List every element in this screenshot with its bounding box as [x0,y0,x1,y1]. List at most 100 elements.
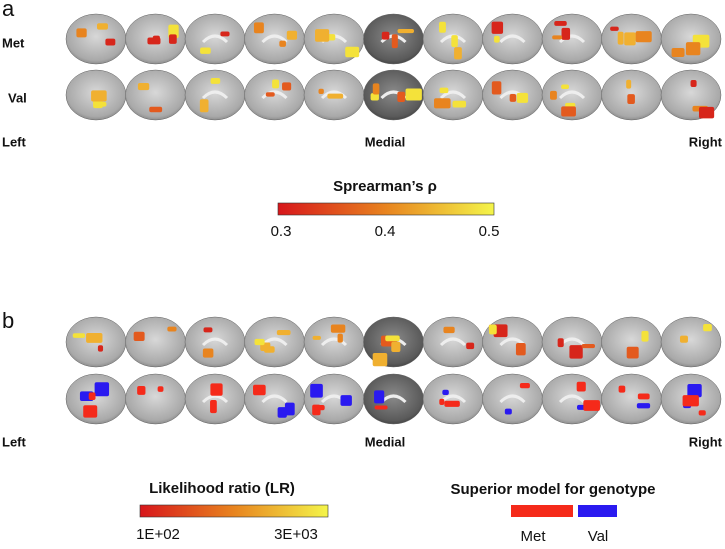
brain-slice [422,69,484,121]
activation-blob [372,83,380,95]
activation-blob [703,324,712,332]
orientation-label: Medial [365,434,405,449]
orientation-label: Right [689,134,723,149]
activation-blob [340,395,352,406]
activation-blob [265,92,275,97]
activation-blob [253,384,266,396]
activation-blob [451,35,458,48]
activation-blob [682,395,699,407]
activation-blob [561,84,570,89]
activation-blob [466,342,475,350]
brain-slice [541,373,603,425]
activation-blob [337,333,343,343]
activation-blob [318,88,324,94]
activation-blob [345,46,360,58]
activation-blob [286,30,298,40]
activation-blob [581,343,596,349]
brain-slice [660,316,722,368]
activation-blob [504,408,512,415]
activation-blob [698,410,706,416]
legend-swatch [578,505,617,517]
activation-blob [83,405,98,418]
activation-blob [554,21,567,26]
activation-blob [636,403,651,409]
activation-blob [137,83,150,91]
activation-blob [698,106,715,119]
activation-blob [391,341,401,353]
activation-blob [147,37,161,45]
colorbar [139,504,329,518]
brain-slice [422,373,484,425]
corpus-callosum [439,337,467,347]
brain-slice [541,13,603,65]
activation-blob [315,29,330,42]
brain-slice [184,69,246,121]
activation-blob [489,324,497,335]
corpus-callosum [499,394,526,404]
activation-blob [397,91,406,103]
brain-slice [541,316,603,368]
brain-slice [125,373,186,425]
activation-blob [310,383,323,398]
colorbar-tick: 0.5 [479,223,500,240]
colorbar-title: Sprearman’s ρ [333,178,437,195]
activation-blob [442,389,449,395]
colorbar [277,202,495,216]
panel-label: a [2,0,15,21]
activation-blob [516,92,529,103]
activation-blob [381,31,390,40]
activation-blob [199,99,209,113]
brain-slice [482,373,543,425]
activation-blob [439,87,449,94]
corpus-callosum [201,337,229,347]
activation-blob [276,330,291,336]
brain-slice [601,316,662,368]
activation-blob [576,381,586,392]
activation-blob [157,386,164,392]
activation-blob [97,345,104,352]
legend-label: Met [520,528,546,544]
brain-slice [482,316,543,368]
activation-blob [552,35,563,40]
activation-blob [405,88,422,101]
activation-blob [167,326,177,332]
activation-blob [454,47,462,60]
colorbar-title: Likelihood ratio (LR) [149,480,295,497]
activation-blob [88,392,96,400]
activation-blob [282,82,292,91]
colorbar-tick: 1E+02 [136,526,180,543]
corpus-callosum [499,34,526,44]
activation-blob [494,35,500,43]
activation-blob [327,93,344,99]
orientation-label: Left [2,134,27,149]
activation-blob [687,383,702,398]
activation-blob [168,34,177,44]
activation-blob [491,21,504,34]
brain-slice [601,373,662,425]
brain-slice [184,373,246,425]
activation-blob [583,400,600,411]
brain-slices [65,13,722,425]
activation-blob [617,31,624,45]
brain-slice [660,13,722,65]
activation-blob [374,390,385,404]
activation-blob [149,106,163,113]
activation-blob [515,343,526,356]
activation-blob [557,338,564,348]
orientation-label: Medial [365,134,405,149]
brain-slice [363,373,424,425]
activation-blob [491,81,502,95]
activation-blob [561,27,571,40]
orientation-label: Left [2,434,27,449]
activation-blob [105,38,116,46]
activation-blob [439,398,445,406]
corpus-callosum [201,90,229,100]
row-label: Met [2,35,25,50]
corpus-callosum [261,90,288,100]
activation-blob [549,90,557,100]
legend-title: Superior model for genotype [450,481,655,498]
activation-blob [385,335,400,342]
orientation-label: Right [689,434,723,449]
activation-blob [202,348,214,358]
